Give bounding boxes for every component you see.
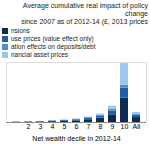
html-text:use prices (value effect only): use prices (value effect only) (11, 35, 94, 42)
html-text:nsions: nsions (11, 27, 30, 34)
html-text:nancial asset prices: nancial asset prices (11, 51, 69, 58)
svg-text:Net wealth decile in 2012-14: Net wealth decile in 2012-14 (32, 135, 120, 142)
svg-text:5: 5 (63, 123, 67, 130)
html-text:ation effects on deposits/debt: ation effects on deposits/debt (11, 43, 96, 50)
svg-text:8: 8 (99, 123, 103, 130)
svg-text:9: 9 (111, 123, 115, 130)
svg-text:6: 6 (75, 123, 79, 130)
svg-text:All: All (133, 123, 141, 130)
svg-text:4: 4 (51, 123, 55, 130)
svg-text:10: 10 (121, 123, 129, 130)
svg-text:3: 3 (39, 123, 43, 130)
svg-text:7: 7 (87, 123, 91, 130)
svg-text:2: 2 (27, 123, 31, 130)
html-text:Average cumulative real impact: Average cumulative real impact of policy… (21, 2, 148, 25)
